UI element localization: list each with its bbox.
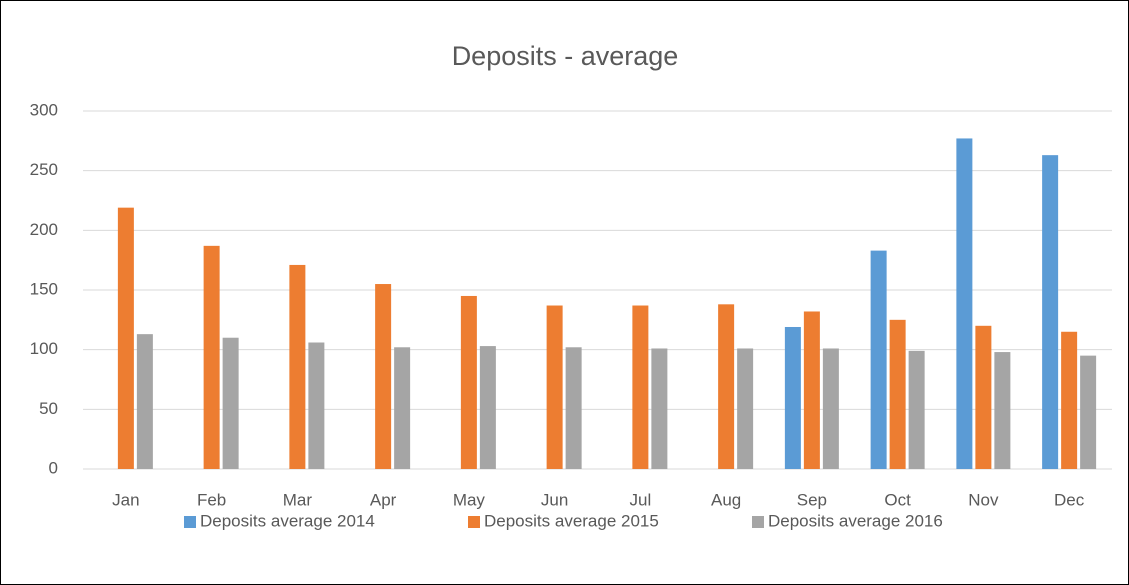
- x-tick-label: Mar: [283, 490, 313, 509]
- bar: [375, 284, 392, 469]
- bar: [117, 207, 134, 469]
- x-tick-label: Feb: [197, 490, 226, 509]
- x-tick-label: May: [453, 490, 486, 509]
- chart-title: Deposits - average: [452, 41, 679, 71]
- y-tick-label: 150: [30, 279, 58, 298]
- bar: [203, 245, 220, 469]
- bar: [1080, 355, 1097, 469]
- bar: [718, 304, 735, 469]
- bar: [870, 250, 887, 469]
- x-tick-label: Jul: [630, 490, 652, 509]
- bar: [737, 348, 754, 469]
- x-tick-label: Sep: [797, 490, 827, 509]
- bar: [651, 348, 668, 469]
- bar: [889, 319, 906, 469]
- x-tick-label: Apr: [370, 490, 397, 509]
- legend-label: Deposits average 2016: [768, 511, 943, 530]
- bar: [994, 352, 1011, 469]
- bar: [479, 346, 496, 469]
- bar: [565, 347, 582, 469]
- bar: [632, 305, 649, 469]
- bar: [1042, 155, 1059, 470]
- x-tick-label: Jun: [541, 490, 568, 509]
- legend-swatch: [184, 516, 196, 528]
- bar: [956, 138, 973, 470]
- bar: [289, 264, 306, 469]
- bar: [822, 348, 839, 469]
- bar: [784, 326, 801, 469]
- bar: [908, 350, 925, 469]
- bar: [308, 342, 325, 469]
- bar: [803, 311, 820, 469]
- bar: [394, 347, 411, 469]
- y-tick-label: 0: [49, 458, 58, 477]
- x-tick-label: Aug: [711, 490, 741, 509]
- x-tick-label: Dec: [1054, 490, 1085, 509]
- x-tick-label: Nov: [968, 490, 999, 509]
- legend-swatch: [468, 516, 480, 528]
- y-tick-label: 200: [30, 220, 58, 239]
- bar: [546, 305, 563, 469]
- legend-swatch: [752, 516, 764, 528]
- bar: [975, 325, 992, 469]
- y-tick-label: 300: [30, 100, 58, 119]
- y-tick-label: 50: [39, 399, 58, 418]
- bar: [460, 295, 477, 469]
- bar: [1061, 331, 1078, 469]
- legend-label: Deposits average 2014: [200, 511, 375, 530]
- y-tick-label: 100: [30, 339, 58, 358]
- bar: [136, 334, 153, 469]
- x-tick-label: Jan: [112, 490, 139, 509]
- x-tick-label: Oct: [884, 490, 911, 509]
- y-tick-label: 250: [30, 160, 58, 179]
- legend-label: Deposits average 2015: [484, 511, 659, 530]
- bar: [222, 337, 239, 469]
